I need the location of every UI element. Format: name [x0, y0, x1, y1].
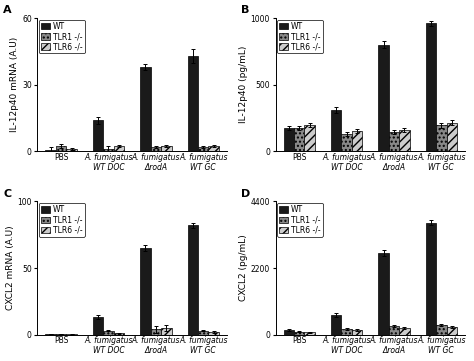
Bar — [341, 329, 352, 335]
Bar — [304, 332, 315, 335]
Bar — [56, 146, 66, 151]
Bar — [436, 325, 447, 335]
Legend: WT, TLR1 -/-, TLR6 -/-: WT, TLR1 -/-, TLR6 -/- — [39, 203, 84, 237]
Bar — [66, 334, 77, 335]
Bar — [426, 223, 436, 335]
Bar — [447, 327, 457, 335]
Bar — [151, 329, 161, 335]
Bar — [209, 332, 219, 335]
Bar — [46, 334, 56, 335]
Y-axis label: CXCL2 (pg/mL): CXCL2 (pg/mL) — [239, 235, 248, 301]
Text: C: C — [3, 189, 11, 199]
Bar — [161, 328, 172, 335]
Bar — [103, 149, 114, 151]
Bar — [331, 315, 341, 335]
Bar — [399, 130, 410, 151]
Bar — [114, 146, 124, 151]
Bar — [198, 147, 209, 151]
Text: B: B — [241, 5, 250, 16]
Y-axis label: IL-12p40 mRNA (A.U): IL-12p40 mRNA (A.U) — [10, 37, 19, 132]
Bar — [426, 23, 436, 151]
Bar — [378, 45, 389, 151]
Bar — [378, 253, 389, 335]
Legend: WT, TLR1 -/-, TLR6 -/-: WT, TLR1 -/-, TLR6 -/- — [277, 203, 323, 237]
Legend: WT, TLR1 -/-, TLR6 -/-: WT, TLR1 -/-, TLR6 -/- — [39, 19, 84, 53]
Bar — [188, 56, 198, 151]
Bar — [46, 150, 56, 151]
Bar — [304, 125, 315, 151]
Bar — [209, 146, 219, 151]
Bar — [352, 131, 362, 151]
Bar — [93, 317, 103, 335]
Bar — [399, 328, 410, 335]
Bar — [389, 326, 399, 335]
Text: D: D — [241, 189, 251, 199]
Bar — [294, 332, 304, 335]
Bar — [114, 333, 124, 335]
Y-axis label: CXCL2 mRNA (A.U): CXCL2 mRNA (A.U) — [6, 226, 15, 310]
Bar — [151, 147, 161, 151]
Bar — [140, 248, 151, 335]
Bar — [283, 128, 294, 151]
Bar — [188, 225, 198, 335]
Bar — [161, 146, 172, 151]
Bar — [352, 330, 362, 335]
Bar — [103, 331, 114, 335]
Bar — [56, 334, 66, 335]
Bar — [66, 149, 77, 151]
Bar — [341, 134, 352, 151]
Bar — [331, 110, 341, 151]
Bar — [198, 331, 209, 335]
Bar — [140, 67, 151, 151]
Bar — [294, 128, 304, 151]
Bar — [436, 125, 447, 151]
Text: A: A — [3, 5, 12, 16]
Bar — [93, 120, 103, 151]
Y-axis label: IL-12p40 (pg/mL): IL-12p40 (pg/mL) — [239, 46, 248, 123]
Bar — [447, 123, 457, 151]
Bar — [389, 132, 399, 151]
Legend: WT, TLR1 -/-, TLR6 -/-: WT, TLR1 -/-, TLR6 -/- — [277, 19, 323, 53]
Bar — [283, 330, 294, 335]
